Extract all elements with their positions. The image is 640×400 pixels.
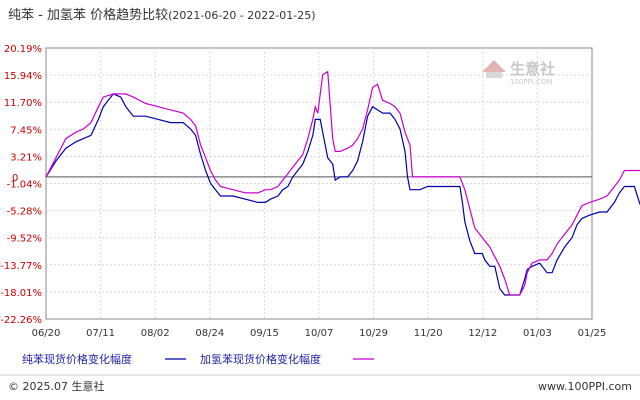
legend: 纯苯现货价格变化幅度 加氢苯现货价格变化幅度 — [22, 352, 374, 366]
chart-title: 纯苯 - 加氢苯 价格趋势比较(2021-06-20 - 2022-01-25) — [8, 7, 316, 23]
y-tick-label: -5.28% — [7, 207, 42, 218]
y-tick-label: 11.70% — [4, 98, 42, 109]
y-tick-label: -22.26% — [0, 315, 42, 326]
y-axis-ticks: 20.19% 15.94% 11.70% 7.45% 3.21% -1.04% -5.28%… — [0, 44, 42, 326]
footer-copyright: © 2025.07 生意社 — [8, 379, 104, 393]
watermark-brand: 生意社 — [510, 60, 555, 78]
x-tick-label: 10/29 — [359, 328, 388, 339]
legend-label-benzene: 纯苯现货价格变化幅度 — [22, 352, 132, 366]
series-line-benzene — [45, 93, 640, 296]
x-tick-label: 07/11 — [86, 328, 115, 339]
y-tick-label: 20.19% — [4, 44, 42, 55]
x-tick-label: 08/02 — [141, 328, 170, 339]
y-tick-label: -18.01% — [0, 288, 42, 299]
x-tick-label: 12/12 — [468, 328, 497, 339]
series-lines — [45, 70, 640, 296]
y-tick-label: 3.21% — [10, 152, 42, 163]
x-tick-label: 11/20 — [414, 328, 443, 339]
watermark-url: 100PPI.COM — [510, 78, 553, 86]
y-tick-label: 15.94% — [4, 71, 42, 82]
footer-site: www.100PPI.com — [538, 380, 632, 393]
house-body-icon — [486, 72, 502, 78]
x-tick-label: 01/03 — [523, 328, 552, 339]
series-line-hydro — [45, 70, 640, 296]
legend-label-hydro: 加氢苯现货价格变化幅度 — [200, 352, 321, 366]
chart-date-range: (2021-06-20 - 2022-01-25) — [168, 9, 315, 22]
chart-title-main: 纯苯 - 加氢苯 价格趋势比较 — [8, 7, 168, 23]
x-tick-label: 08/24 — [195, 328, 224, 339]
y-tick-label: -13.77% — [0, 261, 42, 272]
x-tick-label: 06/20 — [32, 328, 61, 339]
y-tick-label: -1.04% — [7, 180, 42, 191]
y-tick-label: -9.52% — [7, 234, 42, 245]
grid — [46, 48, 592, 319]
watermark-logo: 生意社 100PPI.COM — [482, 60, 555, 86]
x-tick-label: 09/15 — [250, 328, 279, 339]
x-tick-label: 10/07 — [305, 328, 334, 339]
x-tick-label: 01/25 — [578, 328, 607, 339]
house-roof-icon — [482, 60, 506, 72]
x-axis-ticks: 06/20 07/11 08/02 08/24 09/15 10/07 10/29 11/20… — [32, 328, 607, 339]
zero-label: 0 — [12, 173, 18, 184]
y-tick-label: 7.45% — [10, 125, 42, 136]
